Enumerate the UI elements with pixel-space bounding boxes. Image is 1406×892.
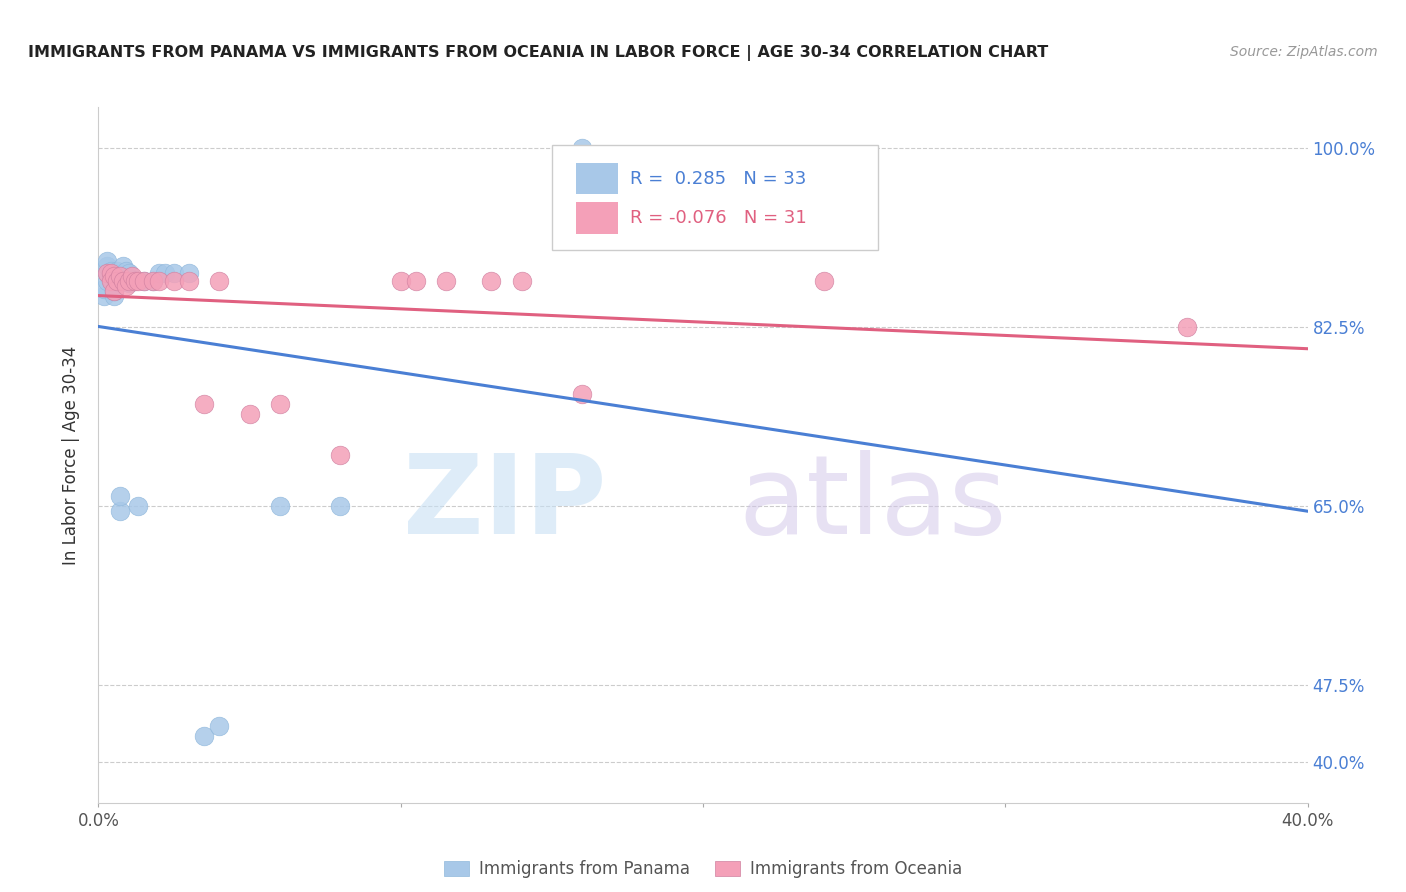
Point bbox=[148, 266, 170, 280]
Point bbox=[105, 264, 128, 278]
Point bbox=[481, 274, 503, 288]
Point bbox=[124, 274, 146, 288]
Point bbox=[163, 266, 186, 280]
Point bbox=[132, 274, 155, 288]
Point bbox=[179, 274, 201, 288]
Point bbox=[132, 274, 155, 288]
Point bbox=[142, 274, 165, 288]
Point bbox=[108, 268, 131, 283]
Point bbox=[239, 407, 262, 421]
Point bbox=[329, 448, 352, 462]
Point bbox=[108, 489, 131, 503]
Point bbox=[114, 279, 136, 293]
Point bbox=[389, 274, 412, 288]
Point bbox=[96, 274, 118, 288]
Legend: Immigrants from Panama, Immigrants from Oceania: Immigrants from Panama, Immigrants from … bbox=[437, 854, 969, 885]
Point bbox=[405, 274, 427, 288]
Text: Source: ZipAtlas.com: Source: ZipAtlas.com bbox=[1230, 45, 1378, 59]
Point bbox=[193, 397, 215, 411]
Point bbox=[142, 274, 165, 288]
Point bbox=[571, 386, 593, 401]
Point bbox=[153, 266, 176, 280]
FancyBboxPatch shape bbox=[551, 145, 879, 250]
Point bbox=[193, 729, 215, 743]
Point bbox=[208, 274, 231, 288]
Text: R = -0.076   N = 31: R = -0.076 N = 31 bbox=[630, 210, 807, 227]
Point bbox=[96, 253, 118, 268]
Point bbox=[111, 268, 134, 283]
Point bbox=[121, 268, 143, 283]
FancyBboxPatch shape bbox=[576, 162, 619, 194]
Point bbox=[269, 499, 291, 513]
Point bbox=[111, 274, 134, 288]
Point bbox=[103, 268, 125, 283]
Point bbox=[100, 274, 122, 288]
Text: ZIP: ZIP bbox=[404, 450, 606, 558]
Point bbox=[100, 266, 122, 280]
Point bbox=[96, 266, 118, 280]
Point bbox=[118, 276, 141, 290]
Point bbox=[571, 141, 593, 155]
Point bbox=[329, 499, 352, 513]
FancyBboxPatch shape bbox=[576, 202, 619, 234]
Point bbox=[100, 264, 122, 278]
Point bbox=[813, 274, 835, 288]
Point bbox=[93, 282, 115, 296]
Point bbox=[114, 264, 136, 278]
Point bbox=[100, 272, 122, 286]
Point bbox=[105, 274, 128, 288]
Point bbox=[118, 271, 141, 285]
Point bbox=[111, 259, 134, 273]
Text: atlas: atlas bbox=[738, 450, 1007, 558]
Point bbox=[96, 259, 118, 273]
Y-axis label: In Labor Force | Age 30-34: In Labor Force | Age 30-34 bbox=[62, 345, 80, 565]
Point bbox=[269, 397, 291, 411]
Point bbox=[93, 289, 115, 303]
Point bbox=[163, 274, 186, 288]
Point bbox=[434, 274, 457, 288]
Point bbox=[510, 274, 533, 288]
Point bbox=[96, 266, 118, 280]
Point bbox=[103, 289, 125, 303]
Point bbox=[208, 719, 231, 733]
Point bbox=[127, 499, 149, 513]
Point bbox=[103, 284, 125, 298]
Point bbox=[108, 504, 131, 518]
Point bbox=[103, 284, 125, 298]
Text: IMMIGRANTS FROM PANAMA VS IMMIGRANTS FROM OCEANIA IN LABOR FORCE | AGE 30-34 COR: IMMIGRANTS FROM PANAMA VS IMMIGRANTS FRO… bbox=[28, 45, 1049, 61]
Text: R =  0.285   N = 33: R = 0.285 N = 33 bbox=[630, 169, 807, 187]
Point bbox=[105, 274, 128, 288]
Point bbox=[148, 274, 170, 288]
Point bbox=[118, 266, 141, 280]
Point bbox=[179, 266, 201, 280]
Point bbox=[1175, 320, 1198, 334]
Point bbox=[114, 274, 136, 288]
Point bbox=[127, 274, 149, 288]
Point bbox=[118, 274, 141, 288]
